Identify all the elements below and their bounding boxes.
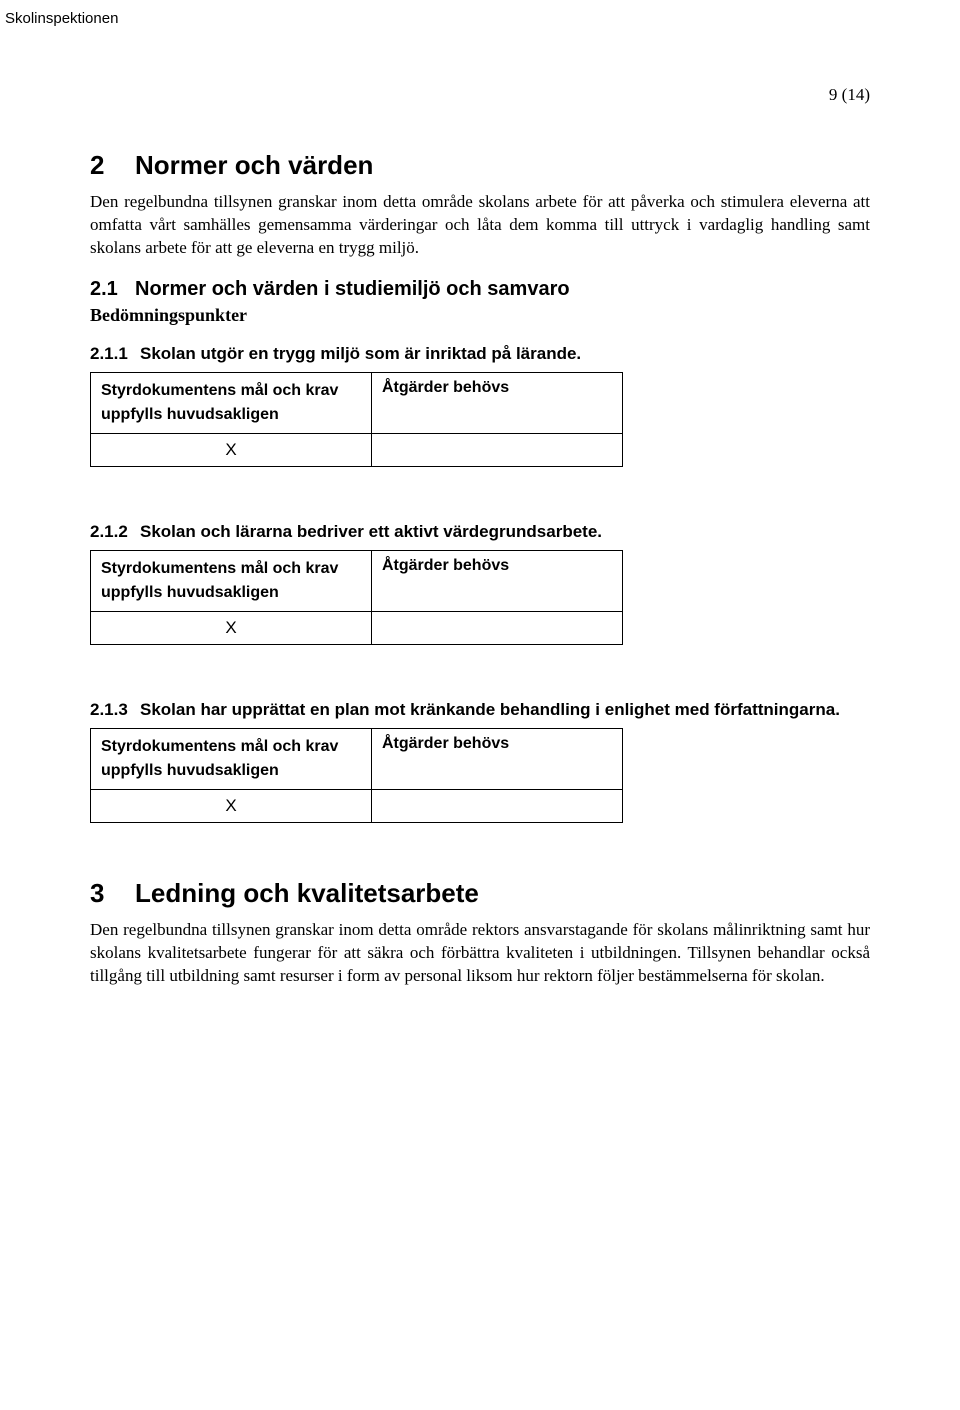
table-header-left: Styrdokumentens mål och krav uppfylls hu… — [91, 550, 372, 611]
item-2-1-3-title: Skolan har upprättat en plan mot kränkan… — [140, 700, 870, 720]
page: Skolinspektionen 9 (14) 2 Normer och vär… — [0, 0, 960, 1410]
item-2-1-1-num: 2.1.1 — [90, 344, 140, 364]
section-2-heading: 2 Normer och värden — [90, 150, 870, 181]
item-2-1-3-heading: 2.1.3 Skolan har upprättat en plan mot k… — [90, 700, 870, 720]
item-2-1-2-num: 2.1.2 — [90, 522, 140, 542]
table-row: X — [91, 433, 623, 466]
table-value-left: X — [91, 789, 372, 822]
assessment-table-2-1-3: Styrdokumentens mål och krav uppfylls hu… — [90, 728, 623, 823]
section-2-title: Normer och värden — [135, 150, 373, 181]
table-header-left: Styrdokumentens mål och krav uppfylls hu… — [91, 372, 372, 433]
section-3-title: Ledning och kvalitetsarbete — [135, 878, 479, 909]
table-row: X — [91, 789, 623, 822]
org-header: Skolinspektionen — [5, 10, 118, 27]
assessment-table-2-1-1: Styrdokumentens mål och krav uppfylls hu… — [90, 372, 623, 467]
section-2-1-title: Normer och värden i studiemiljö och samv… — [135, 278, 570, 301]
assessment-table-2-1-2: Styrdokumentens mål och krav uppfylls hu… — [90, 550, 623, 645]
item-2-1-1-heading: 2.1.1 Skolan utgör en trygg miljö som är… — [90, 344, 870, 364]
item-2-1-2-title: Skolan och lärarna bedriver ett aktivt v… — [140, 522, 870, 542]
content-area: 2 Normer och värden Den regelbundna till… — [90, 10, 870, 988]
table-row: Styrdokumentens mål och krav uppfylls hu… — [91, 550, 623, 611]
item-2-1-1-title: Skolan utgör en trygg miljö som är inrik… — [140, 344, 870, 364]
table-row: Styrdokumentens mål och krav uppfylls hu… — [91, 372, 623, 433]
table-row: Styrdokumentens mål och krav uppfylls hu… — [91, 728, 623, 789]
item-2-1-2-heading: 2.1.2 Skolan och lärarna bedriver ett ak… — [90, 522, 870, 542]
section-2-1-num: 2.1 — [90, 278, 135, 301]
table-value-right — [372, 611, 623, 644]
table-header-right: Åtgärder behövs — [372, 550, 623, 611]
table-value-right — [372, 433, 623, 466]
bedomningspunkter-label: Bedömningspunkter — [90, 305, 870, 326]
section-2-body: Den regelbundna tillsynen granskar inom … — [90, 191, 870, 260]
section-3-heading: 3 Ledning och kvalitetsarbete — [90, 878, 870, 909]
section-2-1-heading: 2.1 Normer och värden i studiemiljö och … — [90, 278, 870, 301]
table-value-right — [372, 789, 623, 822]
table-value-left: X — [91, 433, 372, 466]
section-2-num: 2 — [90, 150, 135, 181]
section-3-num: 3 — [90, 878, 135, 909]
table-value-left: X — [91, 611, 372, 644]
table-row: X — [91, 611, 623, 644]
item-2-1-3-num: 2.1.3 — [90, 700, 140, 720]
section-3: 3 Ledning och kvalitetsarbete Den regelb… — [90, 878, 870, 988]
page-number: 9 (14) — [829, 85, 870, 105]
table-header-right: Åtgärder behövs — [372, 372, 623, 433]
table-header-left: Styrdokumentens mål och krav uppfylls hu… — [91, 728, 372, 789]
table-header-right: Åtgärder behövs — [372, 728, 623, 789]
section-3-body: Den regelbundna tillsynen granskar inom … — [90, 919, 870, 988]
